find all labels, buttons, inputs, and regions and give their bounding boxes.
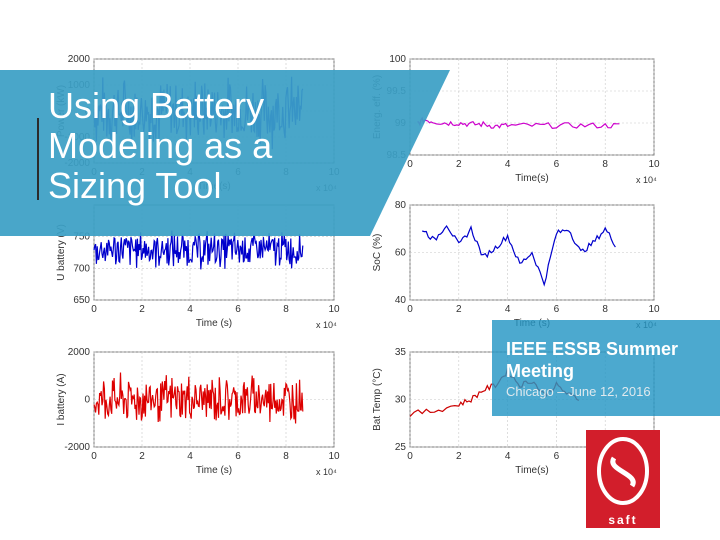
x-tick-label: 10 — [648, 304, 660, 315]
x-axis-label: Time (s) — [196, 465, 232, 476]
y-tick-label: 750 — [73, 232, 90, 243]
y-axis-label: SoC (%) — [372, 234, 383, 272]
x-tick-label: 0 — [91, 451, 97, 462]
x-tick-label: 0 — [407, 304, 413, 315]
x-tick-label: 8 — [602, 304, 608, 315]
saft-logo: saft — [586, 430, 660, 528]
y-tick-label: 0 — [84, 395, 90, 406]
y-tick-label: 2000 — [68, 54, 91, 65]
title-accent-rule — [37, 118, 39, 200]
y-axis-label: U battery (V) — [56, 224, 67, 281]
x-tick-label: 2 — [139, 304, 145, 315]
x-tick-label: 0 — [91, 304, 97, 315]
x-axis-exponent: x 10⁴ — [316, 320, 337, 330]
x-tick-label: 2 — [456, 451, 462, 462]
banner-shape — [0, 70, 450, 236]
x-tick-label: 2 — [456, 159, 462, 170]
y-tick-label: 40 — [395, 295, 407, 306]
y-tick-label: 700 — [73, 263, 90, 274]
x-axis-label: Time(s) — [515, 173, 549, 184]
x-tick-label: 8 — [602, 159, 608, 170]
x-tick-label: 4 — [187, 451, 193, 462]
y-axis-label: I battery (A) — [56, 373, 67, 425]
x-tick-label: 0 — [407, 451, 413, 462]
x-tick-label: 8 — [283, 451, 289, 462]
x-tick-label: 4 — [187, 304, 193, 315]
x-tick-label: 10 — [328, 451, 340, 462]
x-axis-label: Time (s) — [196, 318, 232, 329]
x-tick-label: 4 — [505, 304, 511, 315]
soc-series-line — [422, 224, 616, 287]
x-tick-label: 8 — [283, 304, 289, 315]
x-axis-exponent: x 10⁴ — [636, 175, 657, 185]
x-tick-label: 6 — [235, 451, 241, 462]
y-tick-label: 80 — [395, 200, 407, 211]
x-tick-label: 6 — [554, 304, 560, 315]
y-tick-label: 100 — [389, 54, 406, 65]
event-box — [492, 320, 720, 416]
x-tick-label: 6 — [554, 451, 560, 462]
logo-text: saft — [586, 512, 660, 528]
event-location-date: Chicago – June 12, 2016 — [506, 384, 651, 399]
soc-chart: 0246810406080Time (s)x 10⁴SoC (%) — [372, 200, 660, 330]
x-tick-label: 10 — [648, 159, 660, 170]
title-banner — [0, 70, 450, 236]
x-tick-label: 4 — [505, 159, 511, 170]
efficiency-chart: 024681098.59999.5100Time(s)x 10⁴Energ. e… — [372, 54, 660, 185]
x-tick-label: 4 — [505, 451, 511, 462]
slide-title: Using Battery Modeling as a Sizing Tool — [48, 85, 273, 206]
x-tick-label: 2 — [456, 304, 462, 315]
x-axis-label: Time(s) — [515, 465, 549, 476]
y-tick-label: 60 — [395, 248, 407, 259]
y-tick-label: 650 — [73, 295, 90, 306]
y-tick-label: 30 — [395, 395, 407, 406]
y-axis-label: Bat Temp (°C) — [372, 368, 383, 431]
y-tick-label: 25 — [395, 442, 407, 453]
x-tick-label: 2 — [139, 451, 145, 462]
x-tick-label: 0 — [407, 159, 413, 170]
x-axis-exponent: x 10⁴ — [316, 467, 337, 477]
current-series-line — [93, 372, 304, 424]
x-tick-label: 6 — [554, 159, 560, 170]
y-tick-label: 2000 — [68, 347, 91, 358]
event-name: IEEE ESSB Summer Meeting — [506, 339, 679, 381]
x-tick-label: 10 — [328, 304, 340, 315]
y-tick-label: -2000 — [64, 442, 90, 453]
x-tick-label: 6 — [235, 304, 241, 315]
y-tick-label: 35 — [395, 347, 407, 358]
efficiency-series-line — [417, 116, 620, 130]
